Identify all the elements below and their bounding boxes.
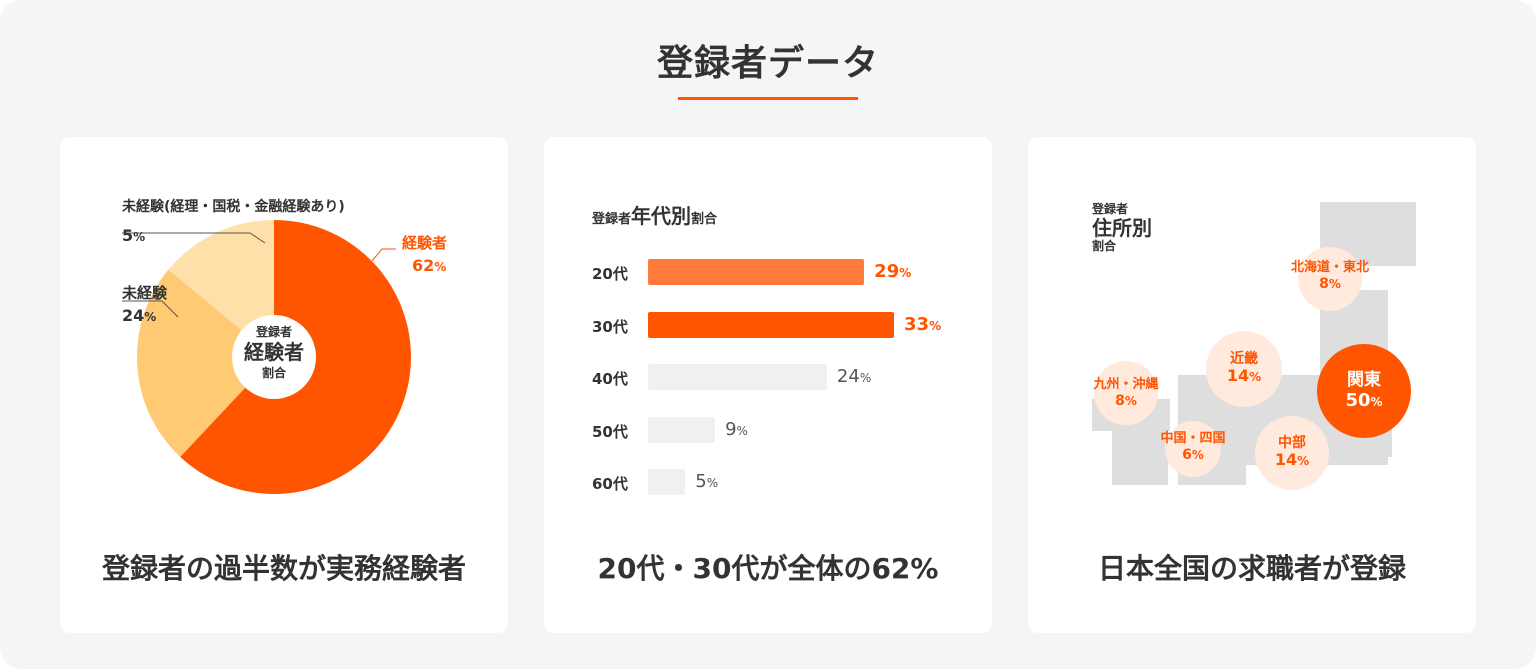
age-category-label: 30代 xyxy=(592,317,628,336)
age-value-number: 29 xyxy=(874,261,900,282)
age-bar xyxy=(648,469,686,495)
area-title-main: 住所別 xyxy=(1092,215,1152,240)
region-label-hokkaido-tohoku: 北海道・東北 8% xyxy=(1270,260,1390,293)
bubble-kinki xyxy=(1206,331,1282,407)
age-category-label: 50代 xyxy=(592,422,628,441)
donut-center-label: 登録者 経験者 割合 xyxy=(234,323,314,381)
region-label-chugoku-shikoku: 中国・四国 6% xyxy=(1143,431,1243,464)
donut-hole xyxy=(232,315,316,399)
experience-caption: 登録者の過半数が実務経験者 xyxy=(101,552,466,585)
title-underline xyxy=(678,97,858,100)
pct-sign: % xyxy=(1370,394,1383,409)
age-title-suffix: 割合 xyxy=(691,212,718,227)
value-inexperienced-related: 5% xyxy=(122,226,146,245)
pct-sign: % xyxy=(1297,454,1310,469)
experience-card: 未経験(経理・国税・金融経験あり) 5% 未経験 24% 経験者 62% 登録者… xyxy=(60,137,508,633)
pct-sign: % xyxy=(929,318,942,333)
age-caption: 20代・30代が全体の62% xyxy=(597,552,939,585)
region-value: 14 xyxy=(1226,366,1250,386)
bubble-hokkaido-tohoku xyxy=(1298,247,1362,311)
age-card: 登録者年代別割合 20代 29% 30代 33% 40代 24% 50代 9% 60代 5% 20… xyxy=(544,137,992,633)
region-value: 50 xyxy=(1345,389,1371,411)
age-value-number: 24 xyxy=(836,366,860,387)
donut-center-main: 経験者 xyxy=(244,340,304,364)
pct-sign: % xyxy=(1191,447,1204,462)
pct-sign: % xyxy=(1328,276,1341,291)
age-category-label: 20代 xyxy=(592,265,628,283)
region-name: 九州・沖縄 xyxy=(1093,377,1159,392)
region-name: 関東 xyxy=(1347,370,1381,390)
age-value-label: 29% xyxy=(874,261,911,282)
bubble-kyushu-okinawa xyxy=(1094,361,1158,425)
pct-sign: % xyxy=(144,310,157,324)
area-caption: 日本全国の求職者が登録 xyxy=(1097,552,1406,585)
pct-sign: % xyxy=(859,371,872,385)
donut-center-top: 登録者 xyxy=(255,325,292,339)
region-value: 8 xyxy=(1319,275,1329,292)
age-value-number: 33 xyxy=(904,313,930,335)
label-inexperienced: 未経験 xyxy=(122,284,168,302)
area-title-top: 登録者 xyxy=(1092,202,1129,216)
pct-sign: % xyxy=(1124,393,1137,408)
region-label-kanto: 関東 50% xyxy=(1324,370,1404,411)
age-bar xyxy=(648,416,716,443)
age-bar xyxy=(648,311,894,338)
experience-donut-chart xyxy=(122,220,411,495)
pct-sign: % xyxy=(434,260,447,274)
region-label-kinki: 近畿 14% xyxy=(1204,351,1284,385)
leader-inexperienced xyxy=(122,300,179,318)
slice-inexperienced-related xyxy=(168,220,274,357)
age-bar xyxy=(648,364,827,390)
area-title-bottom: 割合 xyxy=(1092,238,1117,253)
leader-experienced xyxy=(371,248,396,262)
pct-sign: % xyxy=(899,266,912,280)
region-name: 北海道・東北 xyxy=(1290,260,1369,275)
label-inexperienced-text: 未経験 xyxy=(122,284,168,302)
value-inexperienced: 24% xyxy=(122,306,157,325)
leader-inexperienced-related xyxy=(122,232,266,244)
pct-sign: % xyxy=(133,230,146,244)
pct-sign: % xyxy=(736,423,748,438)
bubble-chubu xyxy=(1255,416,1329,490)
age-title-prefix: 登録者 xyxy=(592,212,632,227)
age-category-label: 40代 xyxy=(592,370,628,388)
area-chart-title: 登録者 住所別 割合 xyxy=(1092,202,1152,254)
age-value-label: 5% xyxy=(695,471,718,492)
label-experienced-text: 経験者 xyxy=(402,234,448,252)
label-inexperienced-related-text: 未経験(経理・国税・金融経験あり) xyxy=(122,199,345,215)
age-value-number: 5 xyxy=(695,471,707,492)
area-card: 登録者 住所別 割合 北海道・東北 8% 近畿 14% 関東 50% 九州・沖縄… xyxy=(1028,137,1476,633)
region-label-chubu: 中部 14% xyxy=(1252,435,1332,469)
japan-map xyxy=(1092,202,1416,490)
slice-inexperienced xyxy=(137,269,274,457)
age-value-label: 9% xyxy=(725,419,748,440)
region-name: 近畿 xyxy=(1230,351,1258,367)
donut-center-bottom: 割合 xyxy=(261,366,286,380)
pct-sign: % xyxy=(706,476,719,490)
age-bar xyxy=(648,259,865,285)
value-experienced: 62% xyxy=(412,256,447,275)
bubble-kanto xyxy=(1317,344,1411,438)
page-title: 登録者データ xyxy=(656,43,879,84)
age-title-main: 年代別 xyxy=(631,204,692,228)
label-inexperienced-related: 未経験(経理・国税・金融経験あり) xyxy=(122,199,345,215)
region-value: 8 xyxy=(1115,392,1125,409)
region-name: 中国・四国 xyxy=(1160,431,1226,446)
region-value: 14 xyxy=(1274,450,1298,470)
value-inexperienced-number: 24 xyxy=(122,306,145,325)
value-inexperienced-related-number: 5 xyxy=(122,226,134,245)
region-label-kyushu-okinawa: 九州・沖縄 8% xyxy=(1076,377,1176,410)
age-value-label: 24% xyxy=(837,366,871,387)
age-category-label: 60代 xyxy=(592,475,628,493)
region-value: 6 xyxy=(1182,446,1192,463)
age-value-number: 9 xyxy=(725,418,737,440)
value-experienced-number: 62 xyxy=(412,256,435,275)
region-name: 中部 xyxy=(1278,435,1306,451)
age-chart-title: 登録者年代別割合 xyxy=(592,205,717,228)
bubble-chugoku-shikoku xyxy=(1165,421,1221,477)
pct-sign: % xyxy=(1249,370,1262,385)
label-experienced: 経験者 xyxy=(402,234,448,252)
age-value-label: 33% xyxy=(904,314,941,335)
